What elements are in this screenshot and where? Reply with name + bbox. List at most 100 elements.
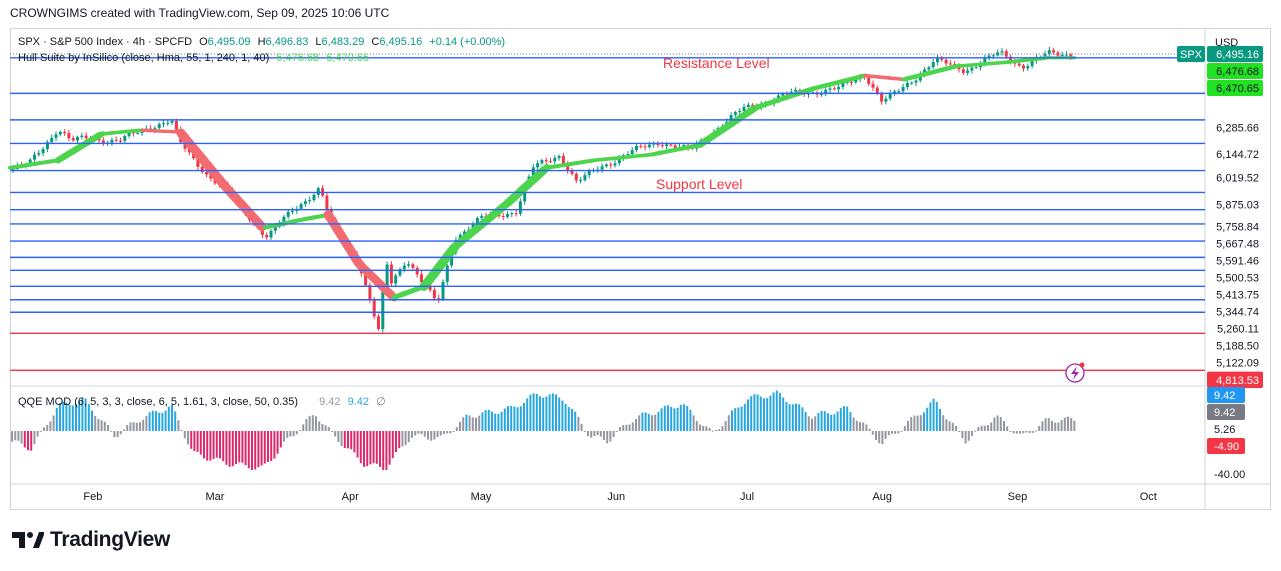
candle bbox=[884, 95, 888, 105]
qqe-bar bbox=[494, 413, 497, 431]
svg-text:6,495.16: 6,495.16 bbox=[1216, 49, 1259, 61]
candle bbox=[936, 54, 939, 66]
qqe-bar bbox=[923, 412, 925, 431]
main-chart[interactable]: Resistance Level Support Level Feb Mar Apr… bbox=[0, 0, 1281, 520]
price-label: 5,758.84 bbox=[1216, 221, 1259, 233]
qqe-bar bbox=[164, 410, 167, 431]
qqe-bar bbox=[455, 427, 458, 431]
qqe-bar bbox=[177, 420, 180, 431]
qqe-bar bbox=[641, 412, 644, 431]
currency-label[interactable]: USD bbox=[1215, 37, 1239, 49]
qqe-bar bbox=[644, 412, 647, 431]
qqe-tick: 5.26 bbox=[1214, 424, 1235, 436]
candle bbox=[1000, 47, 1004, 56]
legend-symbol[interactable]: SPX · S&P 500 Index · 4h · SPCFD bbox=[18, 36, 193, 48]
qqe-bar bbox=[993, 417, 996, 431]
qqe-bar bbox=[654, 414, 657, 431]
qqe-bar bbox=[523, 402, 525, 431]
qqe-bar bbox=[939, 408, 941, 431]
qqe-bar bbox=[711, 430, 714, 432]
candle bbox=[871, 80, 875, 92]
qqe-bar bbox=[94, 415, 97, 431]
qqe-bar bbox=[964, 431, 967, 444]
candle bbox=[583, 171, 587, 182]
qqe-bar bbox=[811, 418, 813, 431]
legend-high: H6,496.83 bbox=[257, 36, 309, 48]
qqe-bar bbox=[247, 431, 250, 469]
candle bbox=[510, 211, 514, 218]
qqe-bar bbox=[68, 404, 71, 431]
qqe-bar bbox=[526, 398, 529, 431]
qqe-bar bbox=[270, 431, 273, 461]
candle bbox=[540, 158, 544, 166]
qqe-bar bbox=[577, 416, 580, 431]
qqe-bar bbox=[27, 431, 29, 451]
qqe-bar bbox=[1009, 430, 1012, 432]
tradingview-logo[interactable]: TradingView bbox=[12, 528, 170, 552]
legend-main: SPX · S&P 500 Index · 4h · SPCFD O6,495.… bbox=[18, 36, 509, 48]
lightning-icon[interactable] bbox=[1065, 362, 1085, 383]
qqe-bar bbox=[887, 431, 890, 436]
qqe-bar bbox=[113, 431, 116, 438]
qqe-bar bbox=[1031, 431, 1034, 433]
candle bbox=[570, 168, 574, 176]
qqe-bar bbox=[817, 412, 820, 431]
qqe-bar bbox=[727, 415, 730, 431]
price-label: 5,188.50 bbox=[1216, 341, 1259, 353]
qqe-bar bbox=[884, 431, 887, 439]
qqe-bar bbox=[846, 406, 849, 431]
candle bbox=[101, 137, 105, 146]
qqe-bar bbox=[263, 431, 266, 464]
qqe-tick: 9.42 bbox=[1207, 387, 1245, 403]
qqe-bar bbox=[987, 425, 989, 431]
qqe-bar bbox=[990, 422, 993, 431]
qqe-bar bbox=[734, 408, 737, 431]
hull-title[interactable]: Hull Suite by InSilico (close, Hma, 55, … bbox=[18, 52, 270, 64]
x-tick-label: Mar bbox=[206, 491, 225, 503]
qqe-bar bbox=[823, 411, 826, 431]
qqe-bar bbox=[267, 431, 269, 462]
candle bbox=[966, 67, 970, 76]
qqe-bar bbox=[449, 431, 452, 434]
qqe-bar bbox=[305, 419, 308, 431]
candle bbox=[828, 86, 832, 94]
candle bbox=[888, 89, 892, 101]
qqe-bar bbox=[676, 407, 679, 431]
candle bbox=[940, 56, 944, 62]
qqe-bar bbox=[443, 431, 445, 434]
qqe-bar bbox=[139, 422, 141, 431]
svg-text:5,413.75: 5,413.75 bbox=[1216, 290, 1259, 302]
price-label: 5,260.11 bbox=[1217, 324, 1259, 336]
qqe-bar bbox=[910, 417, 913, 431]
qqe-bar bbox=[558, 397, 561, 431]
qqe-bar bbox=[110, 430, 113, 432]
price-label: 5,413.75 bbox=[1216, 290, 1259, 302]
qqe-bar bbox=[155, 411, 157, 431]
qqe-bar bbox=[30, 431, 33, 451]
qqe-bar bbox=[1063, 417, 1066, 431]
qqe-title[interactable]: QQE MOD (6, 5, 3, 3, close, 6, 5, 1.61, … bbox=[18, 396, 299, 408]
hull-value-tag: 6,470.65 bbox=[1207, 79, 1263, 96]
horizontal-levels bbox=[10, 53, 1205, 371]
qqe-bar bbox=[827, 413, 829, 431]
qqe-bar bbox=[369, 431, 372, 465]
qqe-bar bbox=[1047, 418, 1050, 431]
qqe-bar bbox=[702, 425, 705, 431]
qqe-bar bbox=[743, 403, 746, 431]
qqe-bar bbox=[1022, 431, 1025, 434]
qqe-bar bbox=[708, 427, 711, 431]
qqe-bar bbox=[750, 396, 753, 431]
qqe-bar bbox=[276, 431, 279, 454]
qqe-bar bbox=[615, 431, 618, 432]
qqe-bar bbox=[452, 431, 455, 432]
candle bbox=[733, 110, 737, 117]
price-label: 6,285.66 bbox=[1216, 122, 1259, 134]
qqe-bar bbox=[395, 431, 397, 453]
qqe-value-2: 9.42 bbox=[347, 396, 369, 408]
qqe-bar bbox=[481, 412, 484, 431]
qqe-bar bbox=[769, 395, 772, 431]
qqe-bar bbox=[599, 431, 602, 437]
candle bbox=[372, 296, 376, 320]
price-label: 5,500.53 bbox=[1216, 273, 1259, 285]
qqe-bar bbox=[107, 425, 109, 431]
